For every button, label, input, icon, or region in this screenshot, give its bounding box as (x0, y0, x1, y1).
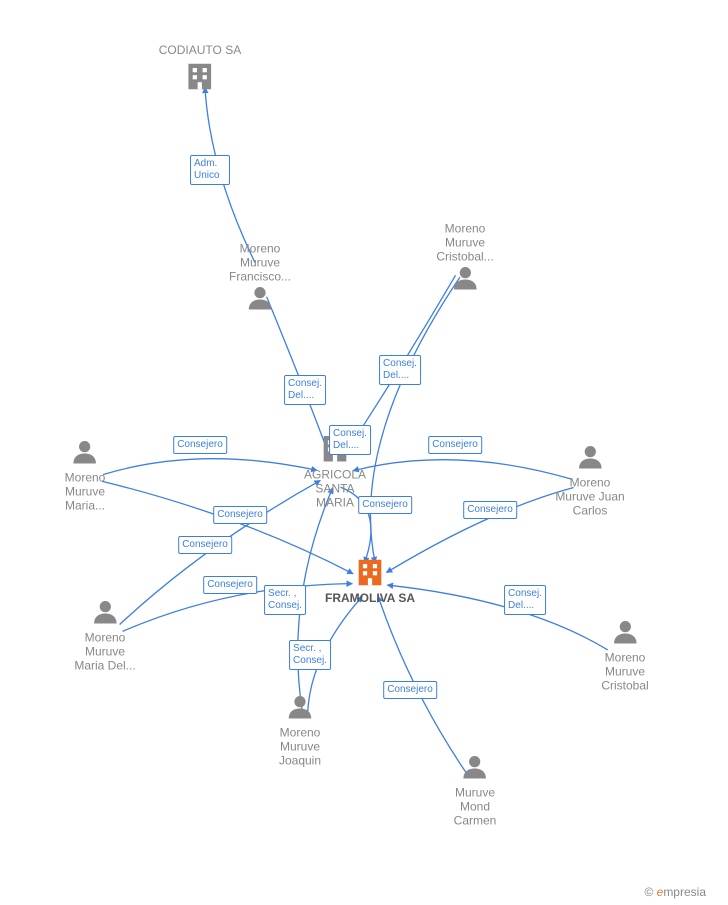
person-icon (279, 692, 321, 722)
edge-label: Consejero (358, 496, 412, 514)
node-label: Moreno Muruve Juan Carlos (555, 476, 624, 517)
node-joaquin[interactable]: Moreno Muruve Joaquin (279, 692, 321, 767)
edge-label: Consejero (178, 536, 232, 554)
edge-label: Consej. Del.... (504, 585, 546, 615)
person-icon (229, 284, 291, 314)
edge-label: Consejero (173, 436, 227, 454)
node-label: Moreno Muruve Cristobal (601, 651, 648, 692)
node-juancarlos[interactable]: Moreno Muruve Juan Carlos (555, 442, 624, 517)
edge-label: Consejero (203, 576, 257, 594)
copyright-symbol: © (644, 885, 653, 899)
edge-label: Consej. Del.... (284, 375, 326, 405)
node-framoliva[interactable]: FRAMOLIVA SA (325, 554, 415, 606)
person-icon (65, 437, 106, 467)
node-label: AGRICOLA SANTA MARIA (304, 468, 366, 509)
edge-label: Consejero (428, 436, 482, 454)
node-carmen[interactable]: Muruve Mond Carmen (454, 752, 497, 827)
node-maria[interactable]: Moreno Muruve Maria... (65, 437, 106, 512)
node-label: CODIAUTO SA (159, 44, 241, 58)
brand-rest: mpresia (663, 885, 706, 899)
node-codiauto[interactable]: CODIAUTO SA (159, 44, 241, 96)
node-label: Moreno Muruve Maria Del... (74, 631, 135, 672)
edge-label: Consejero (383, 681, 437, 699)
node-mariadel[interactable]: Moreno Muruve Maria Del... (74, 597, 135, 672)
node-label: Moreno Muruve Joaquin (279, 726, 321, 767)
edge-label: Secr. , Consej. (289, 640, 331, 670)
node-label: FRAMOLIVA SA (325, 592, 415, 606)
node-label: Moreno Muruve Maria... (65, 471, 106, 512)
person-icon (74, 597, 135, 627)
edge-label: Adm. Unico (190, 155, 230, 185)
person-icon (436, 264, 493, 294)
company-icon (159, 58, 241, 92)
edge-label: Consej. Del.... (329, 425, 371, 455)
edge-line (103, 459, 317, 475)
node-cristobal[interactable]: Moreno Muruve Cristobal (601, 617, 648, 692)
edge-label: Secr. , Consej. (264, 585, 306, 615)
person-icon (555, 442, 624, 472)
edge-label: Consejero (463, 501, 517, 519)
node-cristobalD[interactable]: Moreno Muruve Cristobal... (436, 222, 493, 297)
person-icon (601, 617, 648, 647)
edge-line (353, 460, 572, 480)
node-label: Muruve Mond Carmen (454, 786, 497, 827)
edge-label: Consejero (213, 506, 267, 524)
person-icon (454, 752, 497, 782)
edge-line (370, 277, 459, 562)
node-label: Moreno Muruve Francisco... (229, 242, 291, 283)
watermark: © empresia (644, 885, 706, 899)
edge-line (387, 585, 607, 650)
node-francisco[interactable]: Moreno Muruve Francisco... (229, 242, 291, 317)
node-label: Moreno Muruve Cristobal... (436, 222, 493, 263)
edge-label: Consej. Del.... (379, 355, 421, 385)
company-icon (325, 554, 415, 588)
network-canvas: CODIAUTO SA AGRICOLA SANTA MARIA FRAMOLI… (0, 0, 728, 905)
